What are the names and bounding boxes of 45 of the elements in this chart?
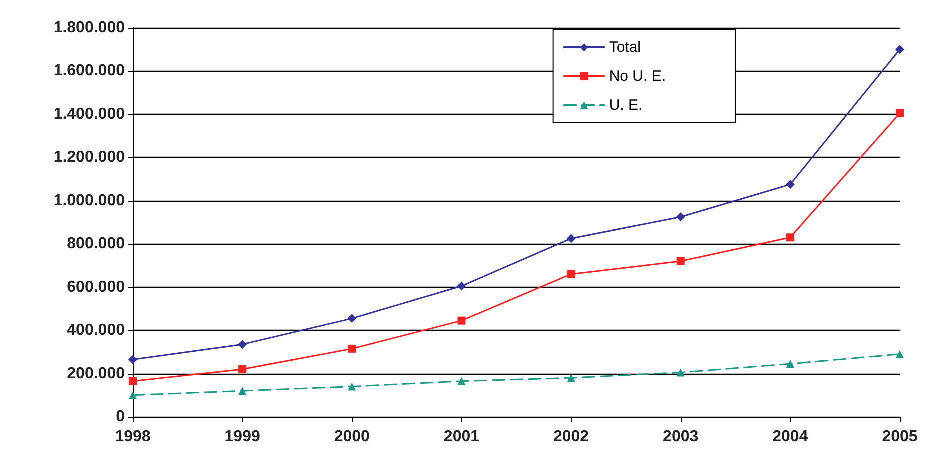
point xyxy=(348,344,356,353)
x-tick-label: 2004 xyxy=(772,428,808,446)
y-tick-label: 1.400.000 xyxy=(54,106,126,123)
point xyxy=(458,377,466,386)
x-tick-label: 1999 xyxy=(224,428,260,446)
point xyxy=(458,316,466,325)
y-tick-label: 1.000.000 xyxy=(54,192,126,210)
point xyxy=(896,109,904,118)
y-tick-label: 1.200.000 xyxy=(54,149,126,166)
point xyxy=(238,340,248,350)
point xyxy=(896,45,904,54)
x-tick-label: 2002 xyxy=(553,428,590,446)
point xyxy=(128,355,138,364)
point xyxy=(566,234,576,244)
point xyxy=(567,270,576,278)
y-tick-label: 600.000 xyxy=(67,278,126,296)
x-tick-label: 2000 xyxy=(334,428,370,446)
point xyxy=(896,350,904,358)
point xyxy=(129,377,137,386)
x-tick-label: 1998 xyxy=(115,428,151,446)
point xyxy=(786,180,795,190)
point xyxy=(786,234,794,242)
point xyxy=(238,387,247,396)
legend-label: Total xyxy=(609,39,642,56)
x-tick-label: 2001 xyxy=(444,428,480,446)
point xyxy=(348,382,356,391)
y-tick-label: 400.000 xyxy=(67,322,126,340)
point xyxy=(457,282,466,291)
point xyxy=(676,368,685,377)
y-tick-label: 800.000 xyxy=(67,236,126,253)
legend-label: No U. E. xyxy=(609,68,666,85)
x-tick-label: 2003 xyxy=(663,428,699,446)
point xyxy=(129,391,137,400)
y-tick-label: 0 xyxy=(116,408,126,426)
y-tick-label: 200.000 xyxy=(67,365,126,382)
point xyxy=(348,314,357,324)
y-tick-label: 1.800.000 xyxy=(54,20,126,36)
point xyxy=(786,360,794,368)
legend-label: U. E. xyxy=(609,97,643,114)
x-tick-label: 2005 xyxy=(882,428,918,446)
point xyxy=(676,257,685,266)
point xyxy=(567,374,576,382)
point xyxy=(676,212,686,222)
y-tick-label: 1.600.000 xyxy=(54,62,126,80)
point xyxy=(238,365,247,374)
